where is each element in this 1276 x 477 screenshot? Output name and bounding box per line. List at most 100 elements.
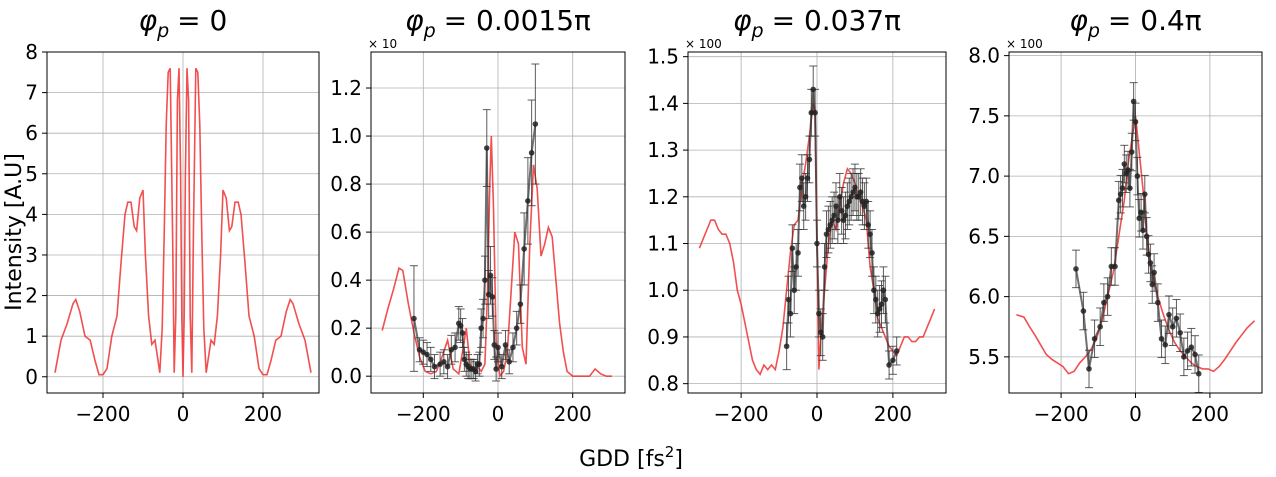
data-point — [1140, 227, 1146, 234]
plot-area — [1016, 82, 1256, 393]
data-point — [825, 226, 832, 233]
data-point — [878, 301, 885, 308]
data-point — [1149, 281, 1156, 288]
y-tick-label: 5.5 — [968, 345, 1000, 369]
data-point — [1128, 149, 1135, 155]
panel-4: −200 0 200 5.5 6.0 6.5 7.0 7.5 8.0 × 100 φp = 0.4π — [968, 4, 1263, 426]
data-point — [840, 217, 847, 223]
data-point — [472, 368, 479, 375]
x-tick-label: 200 — [874, 402, 912, 426]
data-point — [1127, 185, 1133, 191]
data-point — [1125, 167, 1131, 173]
data-point — [461, 356, 468, 363]
data-point — [1086, 366, 1092, 372]
data-point — [846, 198, 853, 205]
data-point — [457, 322, 464, 329]
data-point — [1145, 251, 1152, 258]
y-tick-label: 0.8 — [647, 372, 679, 396]
data-point — [1169, 323, 1176, 330]
data-point — [444, 363, 451, 370]
y-tick-label: 1.4 — [647, 91, 679, 115]
data-point — [441, 358, 447, 365]
data-point — [833, 203, 839, 209]
data-point — [1151, 269, 1157, 276]
data-point — [452, 344, 458, 351]
data-point — [517, 301, 524, 307]
data-point — [812, 109, 818, 116]
data-point — [855, 194, 862, 200]
data-point — [1162, 342, 1169, 348]
data-point — [1112, 263, 1118, 270]
title-subscript: p — [1087, 20, 1100, 42]
data-point — [795, 250, 801, 256]
data-point — [827, 222, 834, 228]
panel-1: −200 0 200 0 1 2 3 4 5 6 7 8 φp = 0 — [25, 4, 320, 426]
title-value: = 0.037π — [772, 4, 902, 37]
data-point — [882, 296, 889, 303]
data-point — [482, 277, 488, 283]
title-subscript: p — [423, 20, 436, 42]
data-point — [871, 287, 877, 294]
data-point — [800, 203, 807, 209]
data-point — [489, 294, 496, 300]
x-tick-label: −200 — [76, 402, 131, 426]
data-point — [890, 357, 896, 364]
data-point — [498, 363, 505, 370]
y-tick-label: 0.8 — [330, 172, 362, 196]
data-point — [427, 356, 434, 363]
title-variable: φ — [733, 4, 752, 37]
y-tick-label: 8 — [25, 40, 38, 64]
panel-title: φp = 0.4π — [1069, 4, 1201, 42]
y-tick-label: 0.2 — [330, 316, 362, 340]
data-point — [814, 240, 820, 247]
y-tick-label: 0.9 — [647, 325, 679, 349]
data-point — [869, 250, 875, 256]
y-tick-label: 2 — [25, 284, 38, 308]
x-tick-label: 200 — [554, 402, 592, 426]
data-point — [495, 344, 501, 351]
theory-line — [54, 67, 312, 377]
data-point — [804, 175, 811, 181]
y-tick-label: 1.2 — [647, 185, 679, 209]
title-variable: φ — [139, 4, 158, 37]
data-point — [1138, 209, 1144, 216]
data-point — [459, 330, 466, 336]
data-point — [1195, 370, 1202, 377]
axis-multiplier: × 100 — [685, 37, 722, 51]
title-value: = 0 — [177, 4, 227, 37]
data-point — [806, 156, 813, 163]
data-point — [793, 264, 799, 270]
x-tick-label: −200 — [396, 402, 451, 426]
data-point — [823, 231, 830, 237]
title-value: = 0.0015π — [444, 4, 591, 37]
data-point — [528, 150, 535, 156]
y-tick-label: 7 — [25, 81, 38, 105]
y-tick-label: 0 — [25, 365, 38, 389]
plot-area — [381, 63, 612, 382]
y-tick-label: 1.2 — [330, 76, 362, 100]
data-point — [819, 334, 826, 340]
panel-title: φp = 0.0015π — [405, 4, 591, 42]
panel-title: φp = 0.037π — [733, 4, 901, 42]
title-variable: φ — [405, 4, 424, 37]
data-point — [797, 184, 803, 191]
x-tick-label: 200 — [244, 402, 282, 426]
x-tick-label: −200 — [1034, 402, 1089, 426]
data-point — [1097, 323, 1103, 330]
y-tick-label: 0.4 — [330, 268, 362, 292]
data-point — [848, 194, 854, 200]
y-tick-label: 3 — [25, 243, 38, 267]
title-subscript: p — [751, 20, 764, 42]
y-tick-label: 8.0 — [968, 44, 1000, 68]
y-tick-label: 7.0 — [968, 164, 1000, 188]
x-axis-label-sup: 2 — [665, 443, 675, 461]
y-tick-label: 5 — [25, 162, 38, 186]
data-point — [880, 287, 887, 294]
data-point — [525, 198, 531, 204]
data-point — [1101, 299, 1107, 306]
data-point — [886, 362, 892, 368]
data-point — [1115, 197, 1122, 204]
data-point — [810, 86, 817, 93]
data-point — [476, 361, 483, 367]
